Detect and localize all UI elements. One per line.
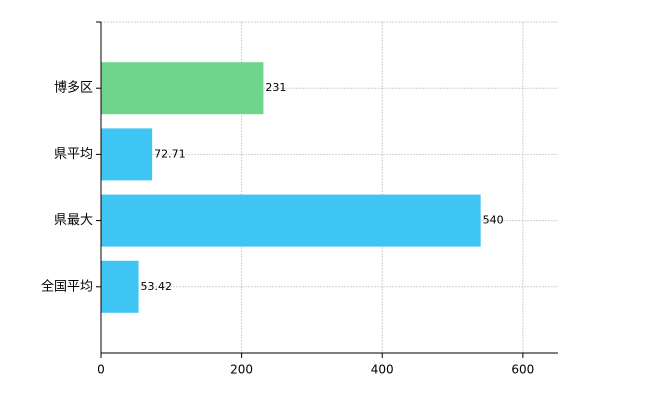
x-tick-label: 200 <box>230 363 253 377</box>
bar <box>101 128 153 181</box>
x-tick-label: 600 <box>511 363 534 377</box>
value-label: 53.42 <box>141 280 173 293</box>
y-tick-label: 県最大 <box>54 213 93 228</box>
value-label: 540 <box>483 214 504 227</box>
bar <box>101 62 264 115</box>
y-tick-label: 県平均 <box>54 147 93 162</box>
y-tick-label: 博多区 <box>54 80 93 96</box>
value-label: 72.71 <box>154 147 186 160</box>
x-tick-label: 0 <box>97 363 105 377</box>
value-label: 231 <box>265 81 286 94</box>
y-tick-label: 全国平均 <box>41 278 93 294</box>
x-tick-label: 400 <box>371 363 394 377</box>
bar <box>101 260 139 313</box>
bar <box>101 194 481 247</box>
